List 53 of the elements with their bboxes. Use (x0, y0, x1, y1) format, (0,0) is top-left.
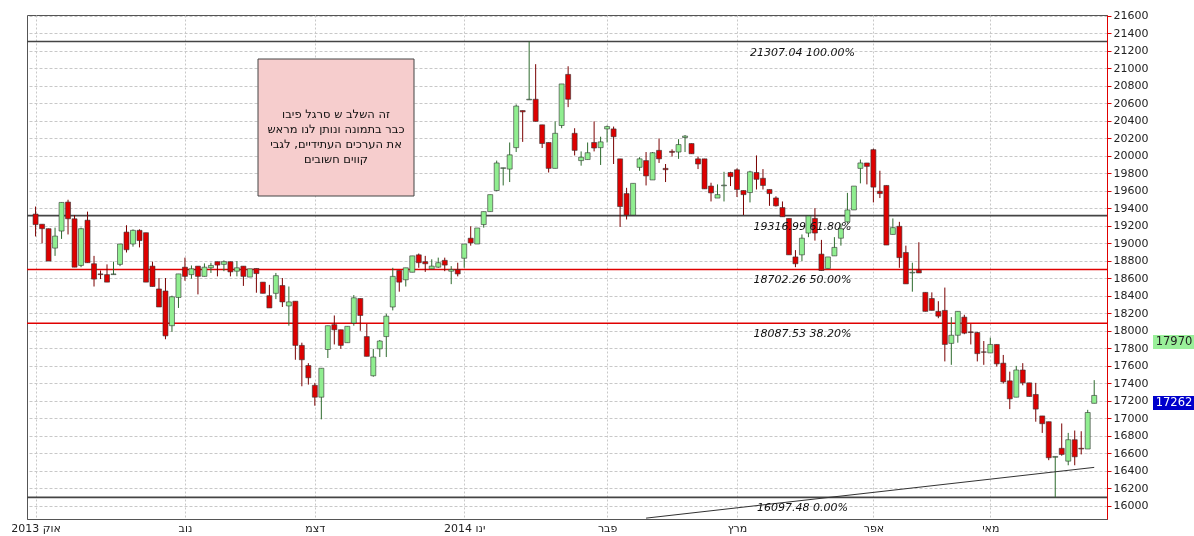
candlestick (662, 163, 669, 183)
candlestick (266, 284, 273, 309)
y-tick-label: 17600 (1113, 359, 1149, 373)
y-tick-label: 18600 (1113, 271, 1149, 285)
y-tick-label: 16200 (1113, 481, 1149, 495)
x-tick-label: אוק 2013 (11, 521, 61, 535)
y-tick-label: 21200 (1113, 44, 1149, 58)
candlestick (571, 127, 578, 156)
y-tick-label: 18400 (1113, 289, 1149, 303)
y-tick-label: 19000 (1113, 236, 1149, 250)
candlestick (1091, 379, 1098, 404)
candlestick (682, 134, 688, 153)
y-tick-label: 21600 (1113, 9, 1149, 23)
y-tick-label: 19800 (1113, 166, 1149, 180)
x-tick-label: מאי (982, 521, 1000, 535)
y-tick-label: 16600 (1113, 446, 1149, 460)
x-tick-label: ינו 2014 (444, 521, 486, 535)
y-tick-label: 21400 (1113, 26, 1149, 40)
y-tick-label: 20600 (1113, 96, 1149, 110)
y-tick-label: 18800 (1113, 254, 1149, 268)
ref-line-label: 18087.53 38.20% (753, 327, 852, 341)
y-tick-label: 19600 (1113, 184, 1149, 198)
y-tick-label: 20000 (1113, 149, 1149, 163)
y-tick-label: 19400 (1113, 201, 1149, 215)
x-tick-label: מרץ (727, 521, 748, 535)
ref-line-label: 21307.04 100.00% (749, 45, 855, 59)
y-tick-label: 21000 (1113, 61, 1149, 75)
candlestick (799, 233, 805, 262)
x-tick-label: אפר (863, 521, 885, 535)
x-tick-label: פבר (597, 521, 618, 535)
y-tick-label: 18200 (1113, 306, 1149, 320)
y-tick-label: 17800 (1113, 341, 1149, 355)
y-tick-label: 18000 (1113, 324, 1149, 338)
y-tick-label: 20800 (1113, 79, 1149, 93)
text: 17262 (1155, 395, 1193, 409)
annotation: זה השלב ש סרגל פיבו כבר בתמונה ונותן לנו מראש את הערכים העתידיים, לגבי קווים חשובים (267, 107, 405, 166)
candlestick (305, 362, 312, 386)
y-tick-label: 20400 (1113, 114, 1149, 128)
y-tick-label: 17200 (1113, 394, 1149, 408)
y-tick-label: 17000 (1113, 411, 1149, 425)
x-tick-label: נוב (178, 521, 193, 535)
candlestick (383, 313, 390, 358)
ref-line-label: 18702.26 50.00% (753, 273, 852, 287)
ref-line-label: 16097.48 0.00% (756, 501, 848, 515)
y-tick-label: 20200 (1113, 131, 1149, 145)
y-tick-label: 16400 (1113, 464, 1149, 478)
x-tick-label: דצמ (305, 521, 326, 535)
y-tick-label: 16800 (1113, 429, 1149, 443)
y-tick-label: 19200 (1113, 219, 1149, 233)
y-tick-label: 16000 (1113, 499, 1149, 513)
text: 17970 (1155, 334, 1193, 348)
candlestick (721, 171, 727, 202)
y-tick-label: 17400 (1113, 376, 1149, 390)
